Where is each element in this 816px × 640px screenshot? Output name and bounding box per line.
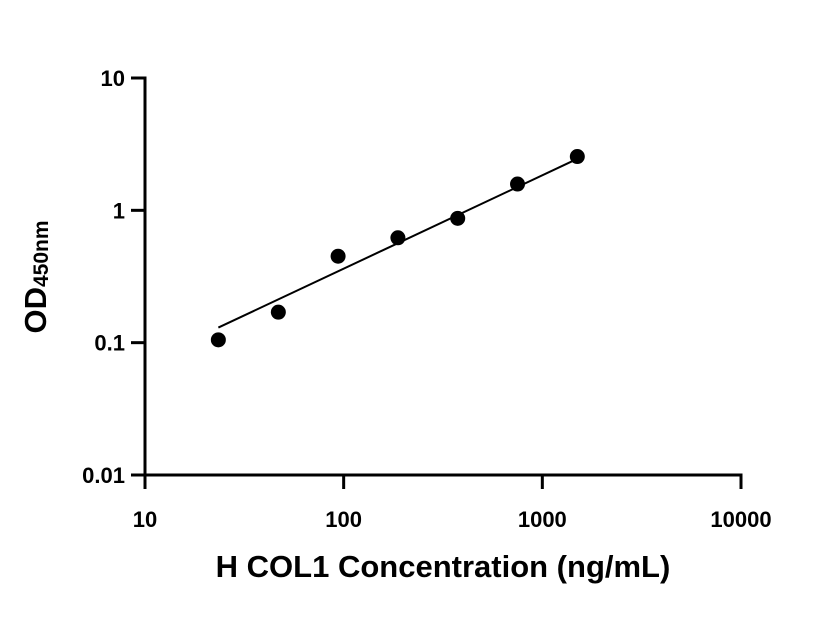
x-axis-title: H COL1 Concentration (ng/mL) — [216, 549, 671, 584]
y-axis-title-subscript: 450nm — [30, 220, 53, 287]
data-point — [210, 332, 226, 348]
data-point — [390, 230, 406, 246]
y-tick-label: 1 — [113, 198, 125, 223]
y-tick-label: 0.01 — [82, 463, 125, 488]
data-point — [569, 149, 585, 165]
x-axis-ticks: 10 100 1000 10000 — [133, 475, 772, 532]
data-points — [210, 149, 585, 348]
x-tick-label: 10000 — [710, 507, 771, 532]
y-axis-title: OD450nm — [18, 220, 53, 333]
data-point — [510, 176, 526, 192]
x-tick-label: 1000 — [518, 507, 567, 532]
data-point — [450, 210, 466, 226]
data-point — [270, 304, 286, 320]
x-tick-label: 10 — [133, 507, 157, 532]
x-tick-label: 100 — [325, 507, 362, 532]
y-axis-title-main: OD — [18, 287, 53, 334]
y-tick-label: 0.1 — [94, 331, 125, 356]
y-tick-label: 10 — [101, 66, 125, 91]
y-axis-ticks: 0.01 0.1 1 10 — [82, 66, 145, 488]
data-point — [330, 248, 346, 264]
